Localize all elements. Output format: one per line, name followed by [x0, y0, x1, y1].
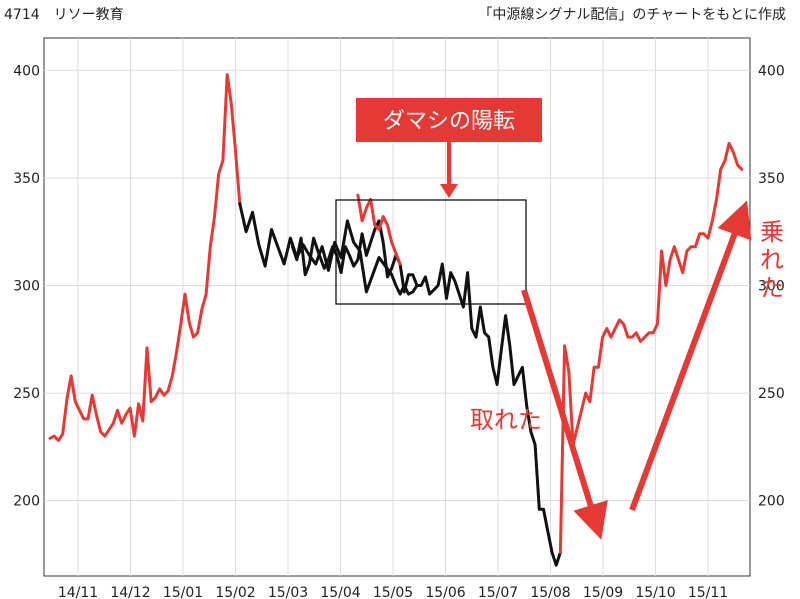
y-tick-label-right: 400 — [758, 63, 785, 79]
annotation-right-char: れ — [760, 246, 784, 274]
x-tick-label: 15/10 — [635, 585, 675, 599]
annotation-right-char: 乗 — [760, 218, 784, 246]
x-tick-label: 14/11 — [58, 585, 98, 599]
x-tick-label: 15/06 — [425, 585, 465, 599]
y-axis-ticks: 200 200 250 250 300 300 350 350 400 400 — [13, 63, 784, 509]
x-tick-label: 15/03 — [268, 585, 308, 599]
x-tick-label: 15/02 — [215, 585, 255, 599]
uptrend-arrow — [629, 200, 752, 512]
x-axis-ticks: 14/11 14/12 15/01 15/02 15/03 15/04 15/05 15/06… — [58, 585, 728, 599]
price-line-up-0 — [48, 73, 242, 442]
annotation-left-label: 取れた — [470, 406, 542, 434]
price-line-down-1 — [238, 202, 419, 296]
x-tick-label: 15/05 — [373, 585, 413, 599]
y-tick-label-left: 400 — [13, 63, 40, 79]
range-highlight-box — [335, 199, 527, 305]
x-tick-label: 15/01 — [163, 585, 203, 599]
x-tick-label: 15/08 — [530, 585, 570, 599]
y-tick-label-left: 350 — [13, 171, 40, 187]
x-tick-label: 15/09 — [583, 585, 623, 599]
y-tick-label-left: 300 — [13, 278, 40, 294]
annotation-right-char: た — [760, 274, 784, 302]
y-tick-label-right: 350 — [758, 171, 785, 187]
y-tick-label-left: 250 — [13, 386, 40, 402]
y-tick-label-left: 200 — [13, 494, 40, 510]
callout-pointer-head — [440, 184, 458, 198]
callout-box — [356, 98, 542, 142]
price-line-down-2 — [291, 219, 562, 567]
y-tick-label-right: 200 — [758, 494, 785, 510]
callout-text: ダマシの陽転 — [383, 109, 515, 134]
x-tick-label: 15/07 — [478, 585, 518, 599]
chart-source-note: 「中源線シグナル配信」のチャートをもとに作成 — [478, 7, 786, 23]
price-line-up-3 — [356, 193, 402, 266]
x-tick-label: 15/11 — [688, 585, 728, 599]
annotation-right-label: 乗れた — [760, 218, 784, 302]
price-line-up-4 — [558, 141, 744, 554]
x-tick-label: 15/04 — [320, 585, 360, 599]
y-tick-label-right: 250 — [758, 386, 785, 402]
x-tick-label: 14/12 — [110, 585, 150, 599]
downtrend-arrow — [521, 289, 608, 540]
chart-title-ticker: 4714 リソー教育 — [4, 7, 124, 23]
price-series — [48, 73, 744, 567]
y-tick-label-right: 300 — [758, 278, 785, 294]
